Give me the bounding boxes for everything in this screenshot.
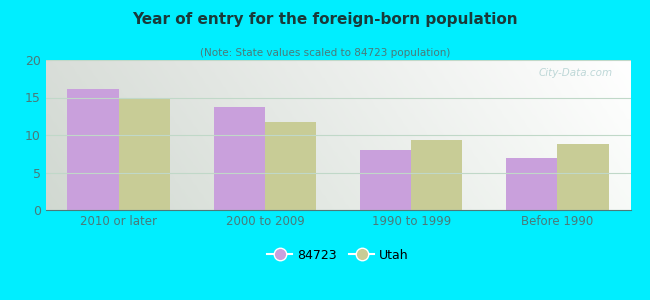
Text: City-Data.com: City-Data.com <box>539 68 613 77</box>
Text: Year of entry for the foreign-born population: Year of entry for the foreign-born popul… <box>132 12 518 27</box>
Bar <box>265 122 316 210</box>
Bar <box>558 144 608 210</box>
Bar <box>411 140 462 210</box>
Text: (Note: State values scaled to 84723 population): (Note: State values scaled to 84723 popu… <box>200 48 450 58</box>
Bar <box>68 89 118 210</box>
Bar <box>214 106 265 210</box>
Bar <box>118 98 170 210</box>
Bar <box>506 158 558 210</box>
Bar <box>360 150 411 210</box>
Legend: 84723, Utah: 84723, Utah <box>262 244 414 267</box>
